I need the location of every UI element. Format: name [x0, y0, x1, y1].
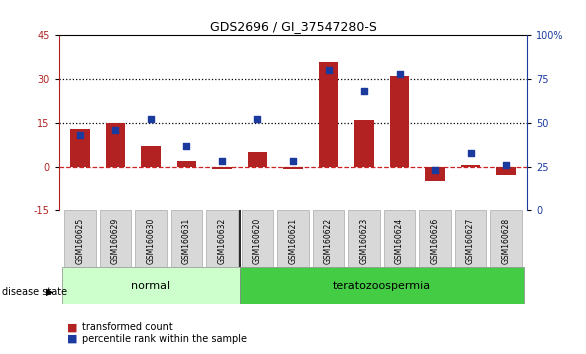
- Point: [502, 162, 511, 168]
- Point: [146, 116, 156, 122]
- Bar: [283, 167, 303, 170]
- Bar: [319, 62, 338, 167]
- Text: ▶: ▶: [46, 287, 53, 297]
- Bar: [105, 123, 125, 167]
- Text: GSM160628: GSM160628: [502, 218, 510, 264]
- Text: teratozoospermia: teratozoospermia: [333, 281, 431, 291]
- FancyBboxPatch shape: [384, 210, 415, 268]
- Point: [111, 127, 120, 133]
- Text: ■: ■: [67, 334, 78, 344]
- Text: ■: ■: [67, 322, 78, 332]
- FancyBboxPatch shape: [64, 210, 96, 268]
- Point: [253, 116, 262, 122]
- Title: GDS2696 / GI_37547280-S: GDS2696 / GI_37547280-S: [210, 20, 376, 33]
- Text: GSM160631: GSM160631: [182, 218, 191, 264]
- FancyBboxPatch shape: [277, 210, 309, 268]
- Text: normal: normal: [131, 281, 171, 291]
- Bar: [177, 161, 196, 167]
- Text: GSM160624: GSM160624: [395, 218, 404, 264]
- Text: GSM160632: GSM160632: [217, 218, 226, 264]
- FancyBboxPatch shape: [313, 210, 344, 268]
- Text: GSM160620: GSM160620: [253, 218, 262, 264]
- Bar: [248, 152, 267, 167]
- FancyBboxPatch shape: [490, 210, 522, 268]
- Point: [217, 159, 227, 164]
- FancyBboxPatch shape: [420, 210, 451, 268]
- Text: GSM160622: GSM160622: [324, 218, 333, 264]
- Bar: [355, 120, 374, 167]
- FancyBboxPatch shape: [240, 268, 524, 304]
- Point: [359, 88, 369, 94]
- Point: [430, 167, 440, 173]
- Point: [75, 132, 84, 138]
- Text: GSM160625: GSM160625: [76, 218, 84, 264]
- Text: disease state: disease state: [2, 287, 67, 297]
- FancyBboxPatch shape: [242, 210, 273, 268]
- Text: GSM160629: GSM160629: [111, 218, 120, 264]
- Text: GSM160627: GSM160627: [466, 218, 475, 264]
- Bar: [425, 167, 445, 181]
- FancyBboxPatch shape: [135, 210, 166, 268]
- Point: [288, 159, 298, 164]
- Bar: [212, 167, 231, 170]
- Text: GSM160626: GSM160626: [431, 218, 440, 264]
- FancyBboxPatch shape: [206, 210, 237, 268]
- FancyBboxPatch shape: [171, 210, 202, 268]
- FancyBboxPatch shape: [349, 210, 380, 268]
- Text: GSM160623: GSM160623: [360, 218, 369, 264]
- Text: percentile rank within the sample: percentile rank within the sample: [82, 334, 247, 344]
- Bar: [390, 76, 409, 167]
- Point: [182, 143, 191, 148]
- Point: [324, 68, 333, 73]
- FancyBboxPatch shape: [62, 268, 240, 304]
- Bar: [141, 146, 161, 167]
- FancyBboxPatch shape: [455, 210, 486, 268]
- Text: GSM160630: GSM160630: [146, 218, 155, 264]
- Point: [395, 71, 404, 77]
- Text: GSM160621: GSM160621: [288, 218, 298, 264]
- Bar: [461, 165, 481, 167]
- Point: [466, 150, 475, 155]
- Bar: [70, 129, 90, 167]
- Bar: [496, 167, 516, 175]
- FancyBboxPatch shape: [100, 210, 131, 268]
- Text: transformed count: transformed count: [82, 322, 173, 332]
